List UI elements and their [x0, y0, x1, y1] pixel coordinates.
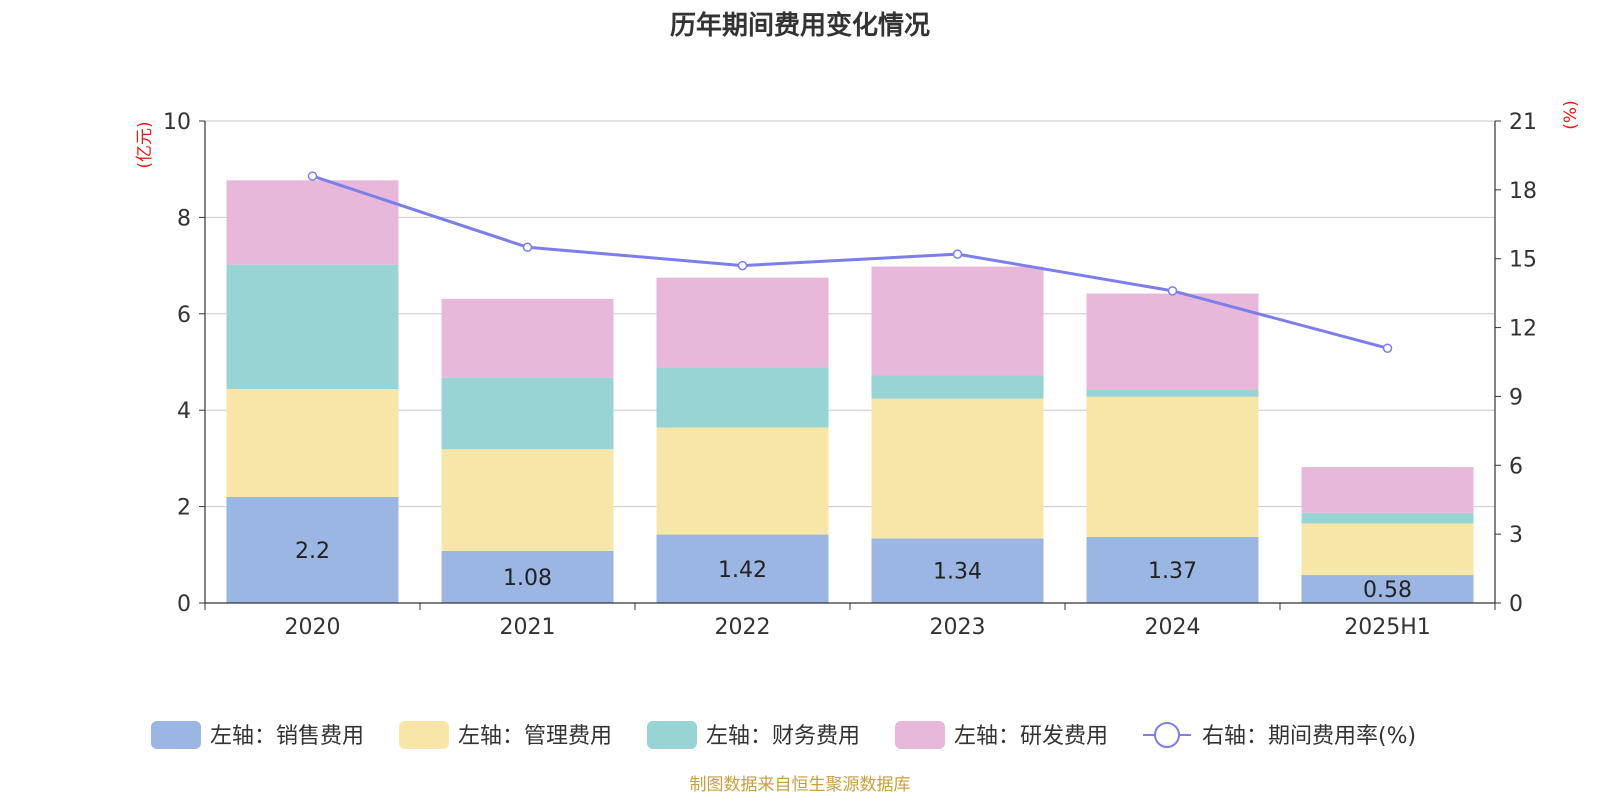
chart-title: 历年期间费用变化情况	[670, 10, 930, 41]
right-tick-label: 3	[1509, 523, 1523, 548]
bar-finance	[226, 264, 399, 389]
bar-sales	[441, 550, 614, 603]
left-tick-label: 2	[177, 496, 191, 521]
bar-rd	[871, 266, 1044, 376]
legend-swatch-finance	[647, 721, 697, 749]
bar-sales	[871, 538, 1044, 603]
left-tick-label: 0	[177, 592, 191, 617]
rate-line	[312, 174, 1388, 350]
left-tick-label: 10	[163, 110, 191, 135]
rate-point	[522, 242, 533, 252]
legend-marker-rate	[1154, 722, 1180, 748]
right-axis-unit: (%)	[1561, 100, 1581, 129]
bar-rd	[1086, 293, 1259, 390]
line-layer	[307, 171, 1393, 353]
legend-label-finance: 左轴：财务费用	[706, 724, 860, 749]
bar-rd	[441, 298, 614, 378]
data-label-sales: 1.08	[503, 566, 552, 591]
legend-label-sales: 左轴：销售费用	[210, 724, 364, 749]
bar-sales	[1301, 575, 1474, 603]
right-tick-label: 12	[1509, 317, 1537, 342]
source-note: 制图数据来自恒生聚源数据库	[690, 775, 911, 795]
right-tick-label: 6	[1509, 454, 1523, 479]
left-axis-unit: (亿元)	[135, 121, 155, 168]
data-label-sales: 2.2	[295, 539, 330, 564]
rate-point	[1382, 343, 1393, 353]
left-tick-label: 6	[177, 303, 191, 328]
rate-point	[737, 260, 748, 271]
bar-finance	[441, 377, 614, 450]
x-tick-label: 2021	[500, 615, 556, 640]
bar-rd	[1301, 467, 1474, 513]
bar-finance	[656, 367, 829, 428]
data-label-sales: 1.37	[1148, 559, 1197, 584]
bar-sales	[1086, 536, 1259, 603]
data-label-sales: 1.42	[718, 558, 767, 583]
rate-point	[307, 171, 318, 181]
right-tick-label: 9	[1509, 385, 1523, 410]
bar-finance	[1301, 512, 1474, 524]
right-tick-label: 0	[1509, 592, 1523, 617]
x-tick-label: 2024	[1145, 615, 1201, 640]
bar-admin	[871, 398, 1044, 539]
rate-point	[952, 249, 963, 259]
x-tick-label: 2023	[930, 615, 986, 640]
bar-rd	[656, 277, 829, 368]
grid-layer	[205, 120, 1495, 508]
bar-rd	[226, 180, 399, 265]
bar-sales	[226, 496, 399, 603]
x-tick-label: 2022	[715, 615, 771, 640]
legend-swatch-sales	[151, 721, 201, 749]
bar-finance	[871, 375, 1044, 399]
bar-admin	[656, 427, 829, 535]
left-tick-label: 8	[177, 206, 191, 231]
legend-swatch-admin	[399, 721, 449, 749]
data-label-sales: 0.58	[1363, 578, 1412, 603]
left-tick-label: 4	[177, 399, 191, 424]
legend: 左轴：销售费用 左轴：管理费用 左轴：财务费用 左轴：研发费用 右轴：期间费用率(%)	[151, 721, 1416, 749]
legend-label-rate: 右轴：期间费用率(%)	[1202, 724, 1416, 749]
bar-admin	[441, 449, 614, 551]
legend-label-rd: 左轴：研发费用	[954, 724, 1108, 749]
legend-swatch-rd	[895, 721, 945, 749]
right-tick-label: 18	[1509, 179, 1537, 204]
axis-layer: 0 2 4 6 8 10 0 3 6 9 12 15 18 21 (亿元) (%) 2020 2021 2022 20…	[135, 100, 1581, 640]
bar-admin	[1086, 396, 1259, 537]
rate-point	[1167, 286, 1178, 296]
bar-admin	[1301, 523, 1474, 576]
bar-admin	[226, 388, 399, 497]
right-tick-label: 15	[1509, 248, 1537, 273]
bar-layer: 2.2 1.08 1.42 1.34 1.37 0.58	[226, 180, 1474, 603]
legend-label-admin: 左轴：管理费用	[458, 724, 612, 749]
x-tick-label: 2025H1	[1344, 615, 1431, 640]
bar-sales	[656, 534, 829, 603]
x-tick-label: 2020	[285, 615, 341, 640]
bar-finance	[1086, 389, 1259, 397]
right-tick-label: 21	[1509, 110, 1537, 135]
data-label-sales: 1.34	[933, 560, 982, 585]
